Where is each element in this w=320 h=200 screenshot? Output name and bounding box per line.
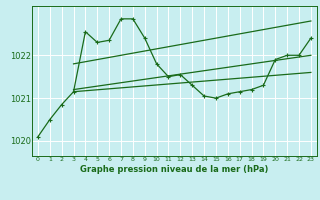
X-axis label: Graphe pression niveau de la mer (hPa): Graphe pression niveau de la mer (hPa) <box>80 165 268 174</box>
